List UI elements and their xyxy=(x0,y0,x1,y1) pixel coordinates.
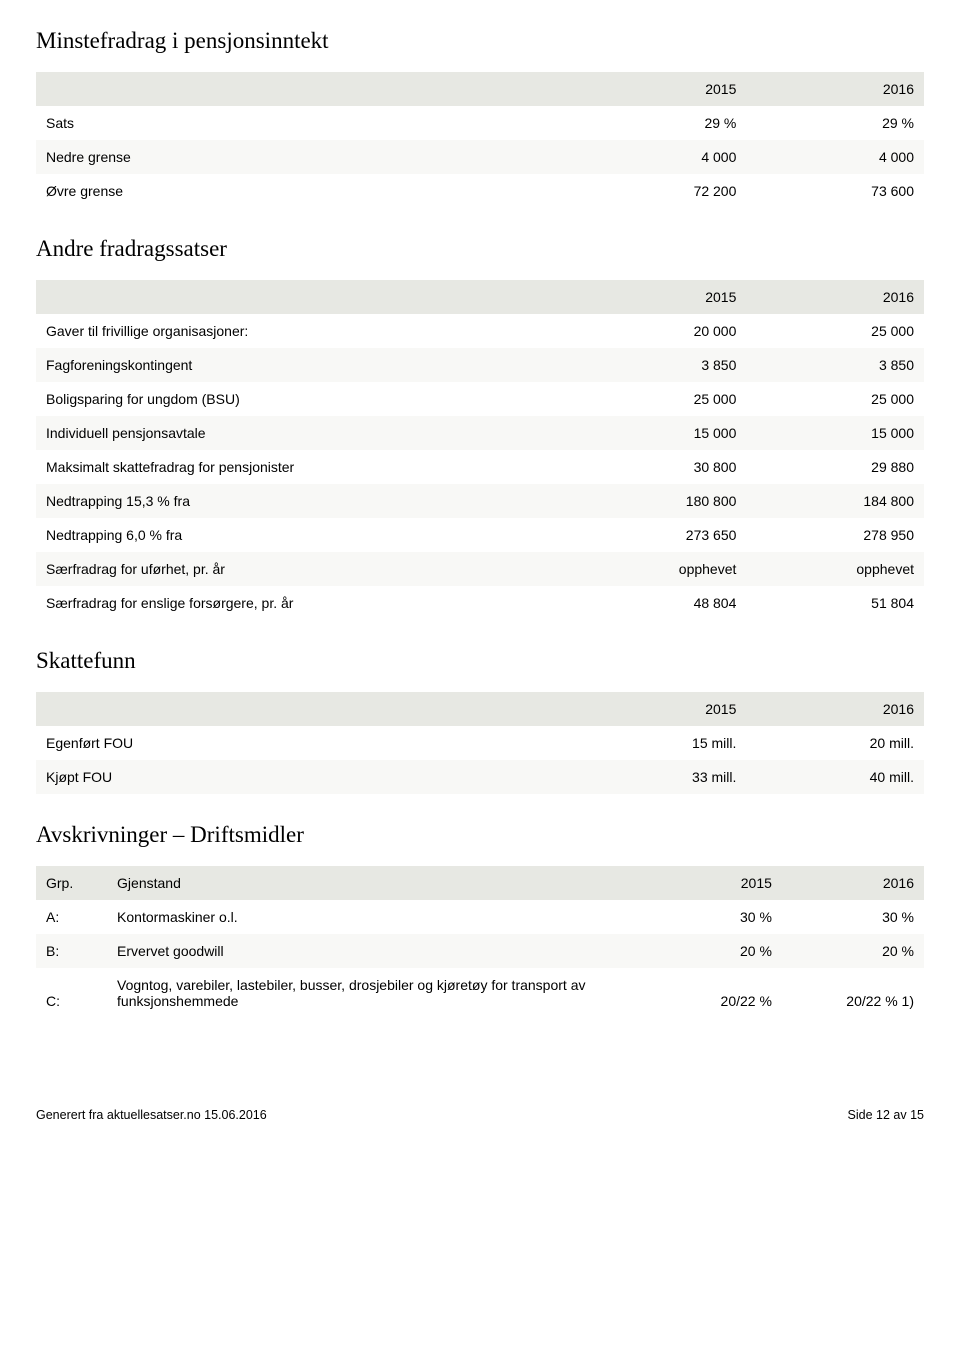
cell: 25 000 xyxy=(746,382,924,416)
footer-left: Generert fra aktuellesatser.no 15.06.201… xyxy=(36,1108,267,1122)
cell: 15 mill. xyxy=(569,726,747,760)
cell: A: xyxy=(36,900,107,934)
table-minstefradrag: 2015 2016 Sats 29 % 29 % Nedre grense 4 … xyxy=(36,72,924,208)
cell: Nedre grense xyxy=(36,140,569,174)
cell: 4 000 xyxy=(569,140,747,174)
table-row: Øvre grense 72 200 73 600 xyxy=(36,174,924,208)
table-row: Særfradrag for uførhet, pr. åropphevetop… xyxy=(36,552,924,586)
cell: 180 800 xyxy=(569,484,747,518)
cell: 20 mill. xyxy=(746,726,924,760)
cell: Fagforeningskontingent xyxy=(36,348,569,382)
col-header: 2016 xyxy=(782,866,924,900)
col-header xyxy=(36,692,569,726)
section-title-minstefradrag: Minstefradrag i pensjonsinntekt xyxy=(36,28,924,54)
table-row: B: Ervervet goodwill 20 % 20 % xyxy=(36,934,924,968)
table-row: Nedtrapping 15,3 % fra180 800184 800 xyxy=(36,484,924,518)
cell: 25 000 xyxy=(746,314,924,348)
table-row: Egenført FOU15 mill.20 mill. xyxy=(36,726,924,760)
table-row: Gaver til frivillige organisasjoner:20 0… xyxy=(36,314,924,348)
cell: 29 % xyxy=(569,106,747,140)
cell: 29 880 xyxy=(746,450,924,484)
cell: Egenført FOU xyxy=(36,726,569,760)
cell: Boligsparing for ungdom (BSU) xyxy=(36,382,569,416)
section-title-skattefunn: Skattefunn xyxy=(36,648,924,674)
cell: 20/22 % xyxy=(640,968,782,1018)
col-header: 2016 xyxy=(746,72,924,106)
cell: 20/22 % 1) xyxy=(782,968,924,1018)
table-row: Nedre grense 4 000 4 000 xyxy=(36,140,924,174)
cell: 33 mill. xyxy=(569,760,747,794)
cell: 30 % xyxy=(640,900,782,934)
cell: 184 800 xyxy=(746,484,924,518)
cell: 30 800 xyxy=(569,450,747,484)
table-andre: 2015 2016 Gaver til frivillige organisas… xyxy=(36,280,924,620)
cell: 25 000 xyxy=(569,382,747,416)
table-row: C: Vogntog, varebiler, lastebiler, busse… xyxy=(36,968,924,1018)
cell: 20 000 xyxy=(569,314,747,348)
col-header: Gjenstand xyxy=(107,866,640,900)
col-header: Grp. xyxy=(36,866,107,900)
table-row: Individuell pensjonsavtale15 00015 000 xyxy=(36,416,924,450)
table-row: Sats 29 % 29 % xyxy=(36,106,924,140)
cell: 3 850 xyxy=(746,348,924,382)
section-title-andre: Andre fradragssatser xyxy=(36,236,924,262)
cell: 273 650 xyxy=(569,518,747,552)
table-row: Kjøpt FOU33 mill.40 mill. xyxy=(36,760,924,794)
table-row: Særfradrag for enslige forsørgere, pr. å… xyxy=(36,586,924,620)
cell: 29 % xyxy=(746,106,924,140)
col-header: 2016 xyxy=(746,280,924,314)
cell: Særfradrag for enslige forsørgere, pr. å… xyxy=(36,586,569,620)
col-header: 2015 xyxy=(569,692,747,726)
cell: 3 850 xyxy=(569,348,747,382)
cell: 4 000 xyxy=(746,140,924,174)
table-row: A: Kontormaskiner o.l. 30 % 30 % xyxy=(36,900,924,934)
cell: 20 % xyxy=(782,934,924,968)
cell: 48 804 xyxy=(569,586,747,620)
cell: Nedtrapping 6,0 % fra xyxy=(36,518,569,552)
cell: Sats xyxy=(36,106,569,140)
cell: Kjøpt FOU xyxy=(36,760,569,794)
cell: B: xyxy=(36,934,107,968)
cell: 15 000 xyxy=(746,416,924,450)
col-header: 2016 xyxy=(746,692,924,726)
cell: 51 804 xyxy=(746,586,924,620)
cell: 15 000 xyxy=(569,416,747,450)
col-header: 2015 xyxy=(640,866,782,900)
cell: 73 600 xyxy=(746,174,924,208)
cell: 278 950 xyxy=(746,518,924,552)
col-header xyxy=(36,280,569,314)
cell: 40 mill. xyxy=(746,760,924,794)
cell: Gaver til frivillige organisasjoner: xyxy=(36,314,569,348)
col-header xyxy=(36,72,569,106)
cell: 20 % xyxy=(640,934,782,968)
table-row: Boligsparing for ungdom (BSU)25 00025 00… xyxy=(36,382,924,416)
cell: Kontormaskiner o.l. xyxy=(107,900,640,934)
cell: Individuell pensjonsavtale xyxy=(36,416,569,450)
section-title-avskrivninger: Avskrivninger – Driftsmidler xyxy=(36,822,924,848)
table-row: Fagforeningskontingent3 8503 850 xyxy=(36,348,924,382)
page-footer: Generert fra aktuellesatser.no 15.06.201… xyxy=(36,1108,924,1122)
cell: 72 200 xyxy=(569,174,747,208)
cell: opphevet xyxy=(569,552,747,586)
cell: opphevet xyxy=(746,552,924,586)
table-avskrivninger: Grp. Gjenstand 2015 2016 A: Kontormaskin… xyxy=(36,866,924,1018)
cell: Vogntog, varebiler, lastebiler, busser, … xyxy=(107,968,640,1018)
cell: Ervervet goodwill xyxy=(107,934,640,968)
cell: C: xyxy=(36,968,107,1018)
col-header: 2015 xyxy=(569,72,747,106)
table-row: Maksimalt skattefradrag for pensjonister… xyxy=(36,450,924,484)
cell: Maksimalt skattefradrag for pensjonister xyxy=(36,450,569,484)
cell: Nedtrapping 15,3 % fra xyxy=(36,484,569,518)
col-header: 2015 xyxy=(569,280,747,314)
table-skattefunn: 2015 2016 Egenført FOU15 mill.20 mill. K… xyxy=(36,692,924,794)
cell: Særfradrag for uførhet, pr. år xyxy=(36,552,569,586)
cell: Øvre grense xyxy=(36,174,569,208)
cell: 30 % xyxy=(782,900,924,934)
table-row: Nedtrapping 6,0 % fra273 650278 950 xyxy=(36,518,924,552)
footer-right: Side 12 av 15 xyxy=(848,1108,924,1122)
